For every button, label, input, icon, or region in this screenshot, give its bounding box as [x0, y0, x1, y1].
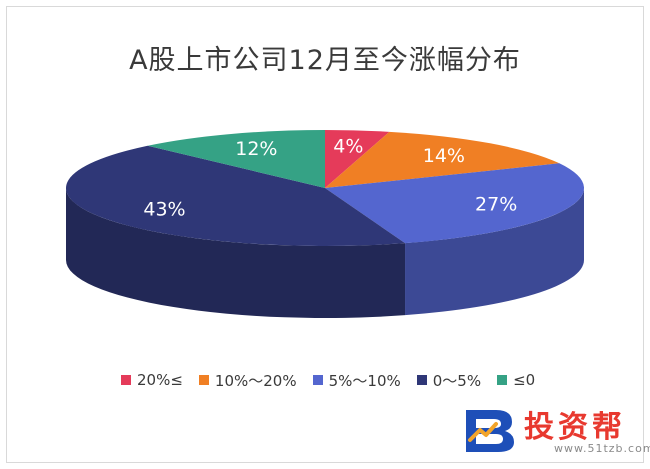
legend-label: 0～5%: [432, 371, 482, 390]
legend-item: ≤0: [497, 371, 535, 389]
legend-swatch: [416, 375, 427, 385]
pie-data-label: 12%: [235, 138, 277, 160]
watermark-url: www.51tzb.com: [554, 442, 650, 455]
pie-slice: [65, 145, 406, 246]
pie-slice: [325, 163, 584, 244]
chart-title: A股上市公司12月至今涨幅分布: [129, 45, 521, 76]
legend-item: 0～5%: [416, 370, 482, 391]
legend-item: 5%～10%: [312, 370, 401, 391]
legend-item: 20%≤: [121, 371, 183, 389]
watermark-name: 投资帮: [524, 410, 626, 445]
legend-swatch: [312, 375, 323, 385]
legend-label: 5%～10%: [328, 371, 401, 390]
logo-icon: [466, 410, 514, 452]
legend-swatch: [497, 375, 508, 385]
legend-item: 10%～20%: [198, 370, 297, 391]
pie-labels: 4% 14% 27% 43% 12%: [143, 136, 517, 221]
pie-data-label: 4%: [333, 136, 363, 158]
pie-sides: [66, 188, 584, 319]
legend-swatch: [198, 375, 209, 385]
pie-slice-side: [405, 188, 584, 316]
pie-slice-side: [66, 188, 406, 319]
watermark-logo: 投资帮 www.51tzb.com: [462, 402, 650, 460]
pie-slice: [325, 130, 390, 188]
legend-swatch: [121, 375, 131, 385]
pie-data-label: 14%: [423, 145, 465, 167]
pie-data-label: 43%: [143, 198, 185, 220]
legend-label: 20%≤: [137, 371, 183, 389]
pie-slice: [325, 131, 560, 188]
legend: 20%≤ 10%～20% 5%～10% 0～5% ≤0: [121, 370, 535, 390]
pie-slices: [65, 130, 584, 246]
legend-label: 10%～20%: [214, 371, 297, 390]
pie-slice: [147, 130, 325, 188]
legend-label: ≤0: [513, 371, 536, 389]
pie-data-label: 27%: [475, 194, 517, 216]
